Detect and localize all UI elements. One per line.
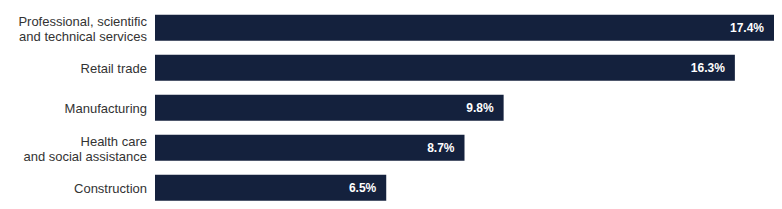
svg-text:17.4%: 17.4% <box>730 21 764 35</box>
svg-text:6.5%: 6.5% <box>349 181 377 195</box>
svg-text:8.7%: 8.7% <box>427 141 455 155</box>
svg-text:Professional, scientificand te: Professional, scientificand technical se… <box>18 13 147 43</box>
svg-text:Health careand social assistan: Health careand social assistance <box>23 133 147 163</box>
svg-text:Manufacturing: Manufacturing <box>65 101 147 116</box>
svg-text:Construction: Construction <box>74 181 147 196</box>
svg-text:16.3%: 16.3% <box>691 61 725 75</box>
svg-text:9.8%: 9.8% <box>466 101 494 115</box>
svg-text:Retail trade: Retail trade <box>81 61 147 76</box>
